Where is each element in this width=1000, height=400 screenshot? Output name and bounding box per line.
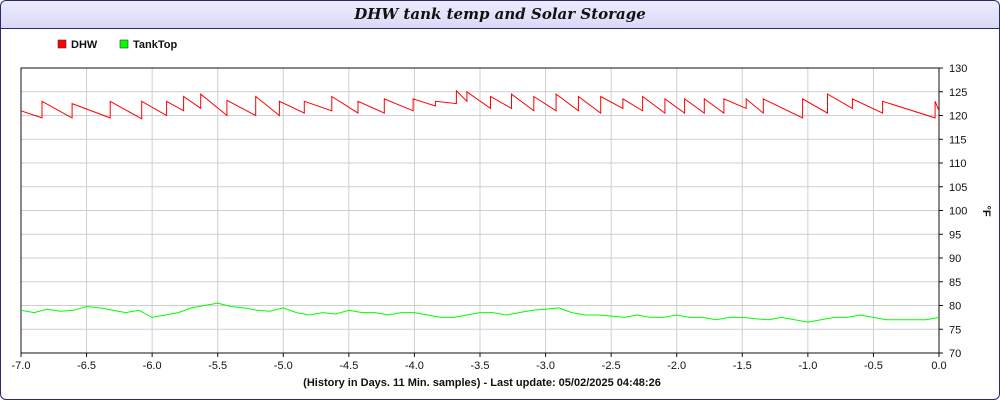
- x-tick-label: -1.0: [798, 360, 817, 372]
- y-tick-label: 90: [949, 253, 961, 265]
- y-tick-label: 70: [949, 348, 961, 360]
- x-tick-label: -2.0: [667, 360, 686, 372]
- y-tick-label: 110: [949, 158, 967, 170]
- legend-swatch-tanktop: [119, 39, 129, 49]
- legend-label-dhw: DHW: [71, 39, 98, 51]
- chart-title: DHW tank temp and Solar Storage: [1, 1, 999, 29]
- y-tick-label: 95: [949, 229, 961, 241]
- legend-swatch-dhw: [57, 39, 67, 49]
- x-tick-label: -1.5: [733, 360, 752, 372]
- y-tick-label: 80: [949, 301, 961, 313]
- x-tick-label: -6.0: [143, 360, 162, 372]
- legend-label-tanktop: TankTop: [133, 39, 177, 51]
- x-tick-label: 0.0: [931, 360, 946, 372]
- y-tick-label: 100: [949, 206, 967, 218]
- x-tick-label: -3.5: [471, 360, 490, 372]
- series-line-dhw: [20, 89, 940, 120]
- x-axis-label: (History in Days. 11 Min. samples) - Las…: [303, 377, 661, 389]
- y-axis-label: °F: [980, 205, 992, 216]
- x-tick-label: -5.0: [274, 360, 293, 372]
- y-tick-label: 125: [949, 87, 967, 99]
- x-tick-label: -4.0: [405, 360, 424, 372]
- y-tick-label: 105: [949, 182, 967, 194]
- x-tick-label: -4.5: [339, 360, 358, 372]
- y-tick-label: 120: [949, 111, 967, 123]
- x-axis: -7.0 -6.5 -6.0 -5.5 -5.0 -4.5 -4.0 -3.5 -3.0 -2.5…: [12, 353, 947, 372]
- y-tick-label: 115: [949, 134, 967, 146]
- y-axis: 70 75 80 85 90 95 100 105 110 115 120 125 130: [939, 63, 967, 360]
- series-line-tanktop: [20, 302, 940, 323]
- legend: DHW TankTop: [57, 39, 177, 51]
- y-tick-label: 85: [949, 277, 961, 289]
- x-tick-label: -6.5: [77, 360, 96, 372]
- x-tick-label: -5.5: [208, 360, 227, 372]
- y-tick-label: 75: [949, 324, 961, 336]
- x-tick-label: -7.0: [12, 360, 31, 372]
- x-tick-label: -0.5: [864, 360, 883, 372]
- x-tick-label: -3.0: [536, 360, 555, 372]
- y-tick-label: 130: [949, 63, 967, 75]
- x-tick-label: -2.5: [602, 360, 621, 372]
- series-layer: [20, 89, 940, 323]
